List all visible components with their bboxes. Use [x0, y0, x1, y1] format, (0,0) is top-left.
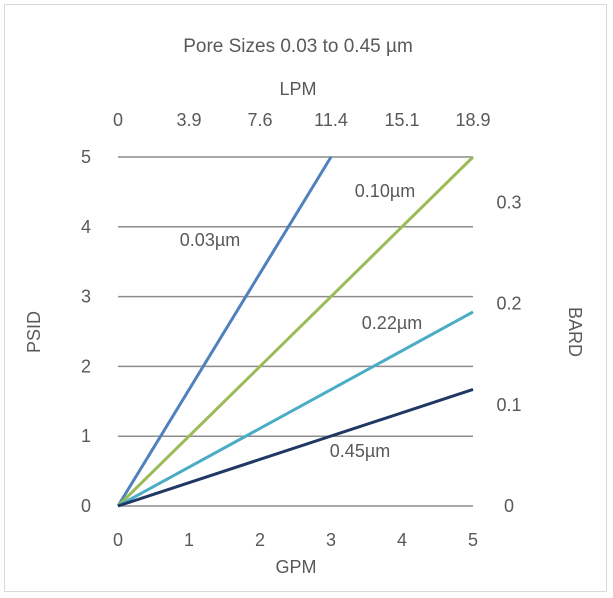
- x-tick-label: 4: [397, 530, 407, 550]
- x2-tick-label: 11.4: [314, 110, 348, 130]
- x2-tick-label: 7.6: [247, 110, 272, 130]
- x-tick-label: 0: [113, 530, 123, 550]
- y-tick-label: 1: [81, 426, 91, 446]
- chart-title: Pore Sizes 0.03 to 0.45 µm: [183, 36, 413, 57]
- series-line: [116, 155, 475, 508]
- y-axis-label: PSID: [24, 311, 44, 353]
- x2-axis-label: LPM: [279, 79, 316, 99]
- x-axis-label: GPM: [275, 557, 316, 577]
- series-label: 0.10µm: [355, 181, 415, 201]
- x-tick-label: 3: [326, 530, 336, 550]
- series-label: 0.45µm: [330, 441, 390, 461]
- y-tick-label: 0: [81, 496, 91, 516]
- series-label: 0.03µm: [180, 230, 240, 250]
- y-tick-label: 3: [81, 287, 91, 307]
- x-tick-label: 5: [468, 530, 478, 550]
- x2-tick-label: 15.1: [384, 110, 419, 130]
- series-line: [117, 310, 474, 508]
- x2-tick-label: 3.9: [176, 110, 201, 130]
- y2-tick-label: 0.1: [496, 395, 521, 415]
- y2-tick-label: 0: [504, 496, 514, 516]
- y-tick-label: 5: [81, 147, 91, 167]
- series-line: [117, 388, 474, 508]
- series-line: [116, 156, 333, 507]
- x-tick-label: 2: [255, 530, 265, 550]
- y-tick-label: 2: [81, 356, 91, 376]
- y-tick-label: 4: [81, 217, 91, 237]
- x-tick-label: 1: [184, 530, 194, 550]
- x2-tick-label: 18.9: [455, 110, 490, 130]
- y2-tick-label: 0.3: [496, 193, 521, 213]
- y2-tick-label: 0.2: [496, 294, 521, 314]
- x2-tick-label: 0: [113, 110, 123, 130]
- y2-axis-label: BARD: [565, 307, 585, 357]
- chart-frame: [4, 4, 607, 592]
- series-label: 0.22µm: [362, 313, 422, 333]
